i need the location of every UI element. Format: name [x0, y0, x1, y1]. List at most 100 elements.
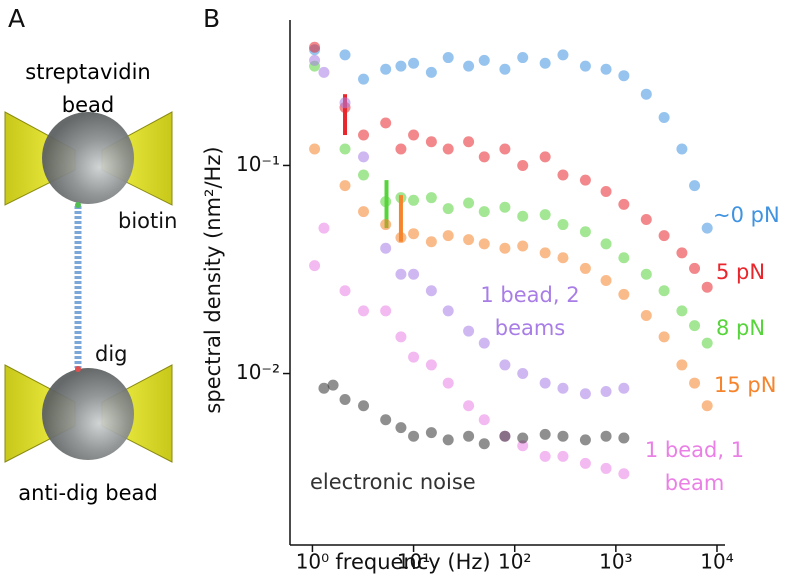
data-point	[463, 197, 475, 209]
data-point	[600, 238, 612, 250]
data-point	[539, 151, 551, 163]
data-point	[442, 203, 454, 215]
data-point	[499, 430, 511, 442]
series-label: 1 bead, 2 beams	[480, 283, 580, 340]
data-point	[499, 143, 511, 155]
data-point	[358, 400, 370, 412]
data-point	[358, 151, 370, 163]
data-point	[539, 450, 551, 462]
data-point	[499, 63, 511, 75]
data-point	[463, 136, 475, 148]
data-point	[618, 382, 630, 394]
y-axis-label: spectral density (nm²/Hz)	[201, 146, 225, 413]
data-point	[442, 377, 454, 389]
data-point	[463, 325, 475, 337]
data-point	[425, 285, 437, 297]
data-point	[579, 434, 591, 446]
data-point	[425, 359, 437, 371]
data-point	[339, 143, 351, 155]
x-tick-label: 10³	[599, 550, 632, 574]
data-point	[358, 129, 370, 141]
series-label: 5 pN	[716, 260, 766, 284]
data-point	[499, 242, 511, 254]
data-point	[380, 305, 392, 317]
data-point	[408, 268, 420, 280]
data-point	[557, 219, 569, 231]
data-point	[539, 377, 551, 389]
data-point	[339, 394, 351, 406]
dig-label: dig	[95, 342, 128, 366]
data-point	[579, 226, 591, 238]
data-point	[539, 57, 551, 69]
data-point	[408, 351, 420, 363]
data-point	[395, 422, 407, 434]
data-point	[676, 247, 688, 259]
data-point	[640, 310, 652, 322]
data-point	[339, 180, 351, 192]
data-point	[463, 60, 475, 72]
data-point	[676, 143, 688, 155]
data-point	[408, 57, 420, 69]
data-point	[600, 274, 612, 286]
data-point	[689, 377, 701, 389]
data-point	[442, 52, 454, 64]
data-point	[395, 331, 407, 343]
data-point	[517, 52, 529, 64]
series-label: ∼0 pN	[713, 203, 780, 227]
data-point	[339, 97, 351, 109]
x-axis-label: frequency (Hz)	[335, 550, 490, 574]
data-point	[478, 414, 490, 426]
data-point	[309, 54, 321, 66]
data-point	[579, 457, 591, 469]
data-point	[358, 206, 370, 218]
data-point	[442, 434, 454, 446]
biotin-label: biotin	[118, 209, 177, 233]
x-tick-label: 10²	[498, 550, 531, 574]
data-point	[395, 60, 407, 72]
data-point	[689, 180, 701, 192]
x-tick-label: 10⁴	[700, 550, 733, 574]
data-point	[557, 49, 569, 61]
data-point	[380, 242, 392, 254]
data-point	[499, 201, 511, 213]
y-tick-label: 10⁻¹	[236, 152, 280, 176]
data-point	[395, 143, 407, 155]
data-point	[579, 388, 591, 400]
data-point	[658, 230, 670, 242]
data-point	[640, 268, 652, 280]
data-point	[380, 414, 392, 426]
data-point	[425, 136, 437, 148]
data-point	[600, 430, 612, 442]
data-point	[539, 209, 551, 221]
data-point	[640, 88, 652, 100]
data-point	[618, 252, 630, 264]
data-point	[478, 206, 490, 218]
data-point	[618, 288, 630, 300]
data-point	[318, 222, 330, 234]
data-point	[701, 337, 713, 349]
dig-tag	[75, 366, 81, 372]
data-point	[600, 385, 612, 397]
data-point	[358, 73, 370, 85]
data-point	[600, 63, 612, 75]
data-point	[618, 468, 630, 480]
data-point	[327, 379, 339, 391]
data-point	[380, 63, 392, 75]
data-point	[339, 49, 351, 61]
data-point	[658, 331, 670, 343]
data-point	[309, 260, 321, 272]
series-label: 15 pN	[714, 373, 777, 397]
series-label: 8 pN	[716, 316, 766, 340]
data-point	[517, 368, 529, 380]
data-point	[395, 268, 407, 280]
data-point	[557, 252, 569, 264]
data-point	[517, 159, 529, 171]
data-point	[339, 285, 351, 297]
data-point	[425, 236, 437, 248]
data-point	[658, 111, 670, 123]
data-point	[380, 219, 392, 231]
data-point	[579, 262, 591, 274]
data-point	[676, 359, 688, 371]
data-point	[425, 427, 437, 439]
